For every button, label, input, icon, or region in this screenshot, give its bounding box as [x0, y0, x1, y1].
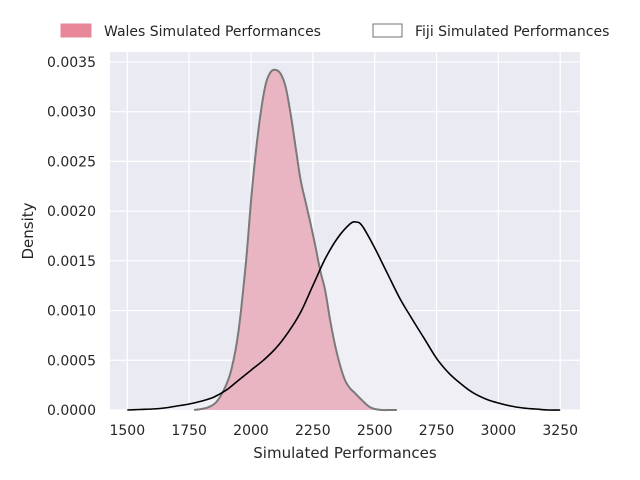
legend: Wales Simulated Performances Fiji Simula… [60, 23, 609, 40]
legend-swatch-wales [60, 23, 92, 38]
x-tick-label: 1500 [109, 423, 145, 439]
fiji-density-fill [127, 221, 561, 411]
x-tick-label: 3250 [542, 423, 578, 439]
legend-label-wales: Wales Simulated Performances [104, 24, 321, 40]
y-tick-label: 0.0010 [47, 304, 96, 320]
y-axis-label: Density [19, 202, 37, 259]
fiji-density-line [127, 221, 561, 411]
y-tick-label: 0.0020 [47, 204, 96, 220]
y-tick-label: 0.0015 [47, 254, 96, 270]
wales-density-line [193, 68, 397, 412]
x-tick-label: 2000 [233, 423, 269, 439]
legend-label-fiji: Fiji Simulated Performances [415, 24, 609, 40]
x-axis-ticks: 1500 1750 2000 2250 2500 2750 3000 3250 [109, 423, 578, 439]
y-tick-label: 0.0000 [47, 403, 96, 419]
wales-density-fill [194, 69, 397, 411]
x-tick-label: 2750 [419, 423, 455, 439]
y-axis-ticks: 0.0000 0.0005 0.0010 0.0015 0.0020 0.0025 0.00… [47, 55, 96, 419]
x-axis-label: Simulated Performances [253, 444, 437, 462]
y-tick-label: 0.0025 [47, 154, 96, 170]
series-layer [127, 68, 561, 412]
legend-swatch-fiji [372, 23, 403, 38]
x-tick-label: 1750 [171, 423, 207, 439]
x-tick-label: 2500 [357, 423, 393, 439]
x-tick-label: 2250 [295, 423, 331, 439]
y-tick-label: 0.0030 [47, 105, 96, 121]
y-tick-label: 0.0005 [47, 353, 96, 369]
x-tick-label: 3000 [481, 423, 517, 439]
y-tick-label: 0.0035 [47, 55, 96, 71]
